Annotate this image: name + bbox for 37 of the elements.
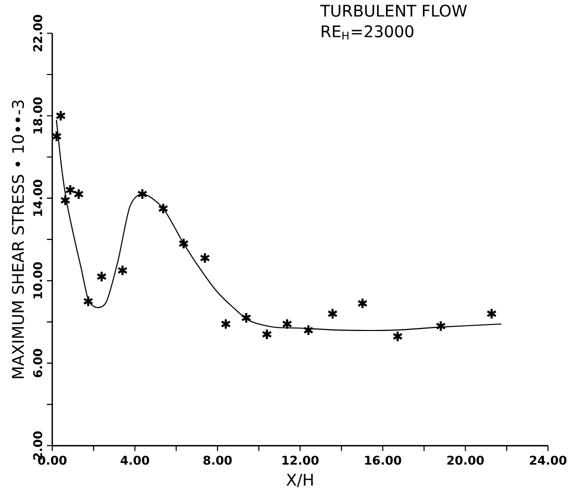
point [486,308,497,320]
point [262,328,272,340]
y-tick-label: 14.00 [33,180,42,216]
annotation: RE$_{H}$=23000 [322,25,414,40]
point [158,202,168,214]
x-axis-title: X/H [286,474,313,488]
y-tick-label: 22.00 [33,14,42,52]
x-tick-label: 4.00 [120,456,150,465]
y-tick-label: 18.00 [33,97,42,134]
point [51,130,62,142]
point [96,270,107,282]
point [117,264,128,276]
point [357,298,368,310]
point [436,320,446,332]
x-tick-label: 24.00 [530,456,566,465]
point [392,330,403,342]
point [56,110,66,122]
x-tick-label: 8.00 [203,456,232,465]
point [73,188,84,200]
x-tick-label: 12.00 [282,456,319,465]
point [60,194,71,206]
point [65,184,76,196]
x-tick-label: 16.00 [365,456,402,465]
y-axis-title: MAXIMUM SHEAR STRESS • 10••-3 [12,100,24,378]
point [303,324,314,336]
y-tick-label: 6.00 [33,348,42,378]
text: TURBULENT FLOW [320,4,467,17]
point [82,295,94,308]
point [327,308,338,320]
point [220,318,231,330]
y-tick-label: 10.00 [33,262,42,298]
point [240,312,252,324]
point [137,188,148,200]
x-tick-label: 20.00 [447,456,484,465]
point [178,238,189,250]
point [200,252,210,264]
point [282,318,292,330]
